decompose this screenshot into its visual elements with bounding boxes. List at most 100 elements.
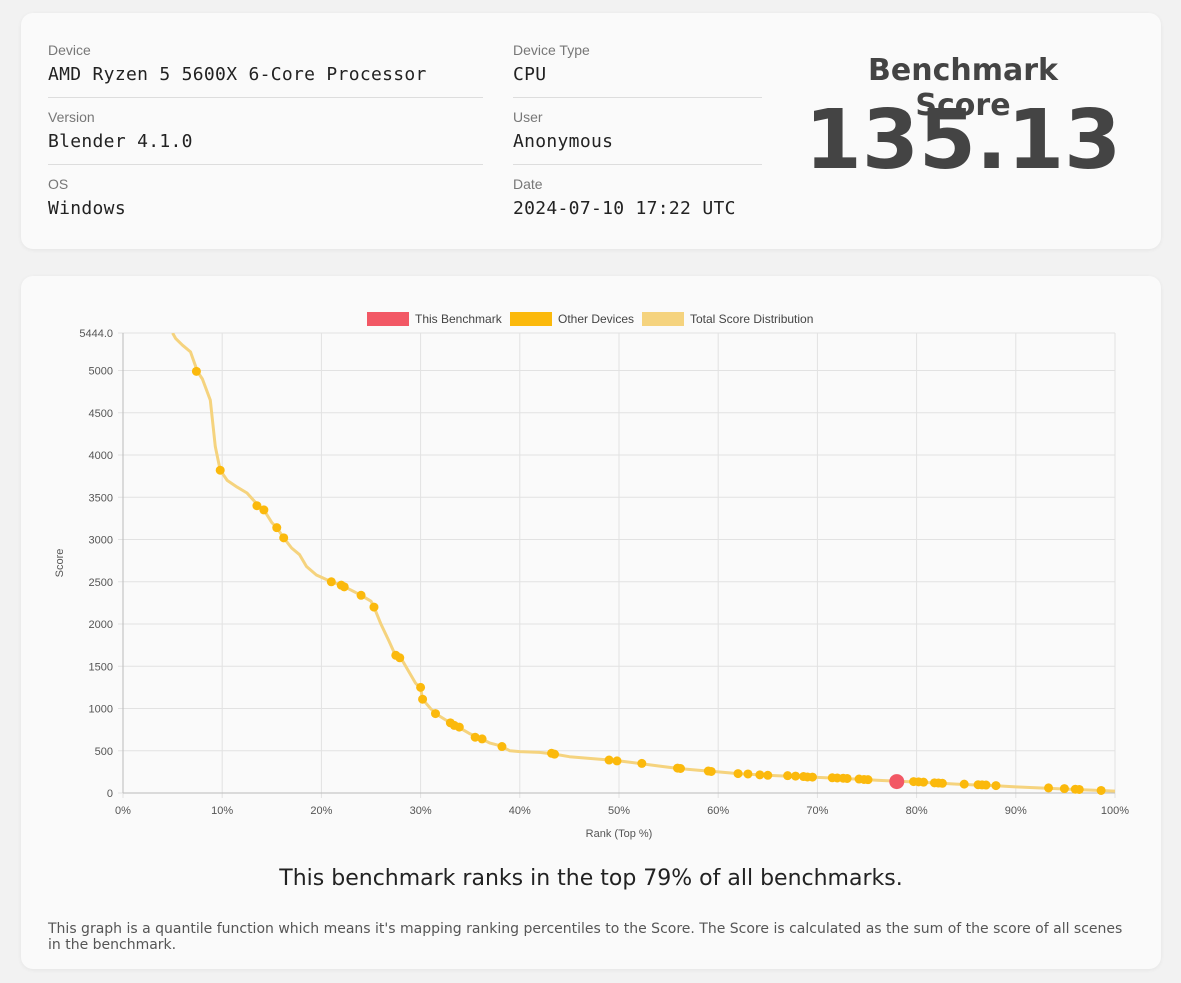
- other-device-point: [477, 734, 487, 744]
- score-distribution-chart: 0% 10% 20% 30% 40% 50% 60% 70% 80% 90% 100% 0 500 100…: [54, 312, 1129, 840]
- other-device-point: [470, 732, 480, 742]
- other-device-point: [279, 533, 289, 543]
- other-device-point: [1059, 784, 1069, 794]
- x-tick-label: 10%: [211, 805, 233, 817]
- other-device-point: [215, 465, 225, 475]
- other-device-point: [706, 766, 716, 776]
- y-tick-label: 1500: [89, 661, 113, 673]
- x-tick-label: 0%: [115, 805, 131, 817]
- chart-description: This graph is a quantile function which …: [48, 921, 1123, 953]
- other-device-point: [919, 777, 929, 787]
- divider: [48, 97, 483, 98]
- os-field: OS Windows: [48, 176, 483, 219]
- x-tick-label: 20%: [310, 805, 332, 817]
- other-device-point: [430, 709, 440, 719]
- other-device-point: [733, 769, 743, 779]
- legend-label: Total Score Distribution: [690, 312, 813, 326]
- other-device-point: [259, 505, 269, 515]
- benchmark-score-title: Benchmark Score: [868, 53, 1058, 123]
- divider: [513, 164, 762, 165]
- y-tick-label: 0: [107, 788, 113, 800]
- other-device-point: [981, 780, 991, 790]
- x-axis-label: Rank (Top %): [586, 828, 653, 840]
- x-tick-label: 90%: [1005, 805, 1027, 817]
- other-device-point: [369, 602, 379, 612]
- y-tick-label: 3000: [89, 535, 113, 547]
- other-device-point: [339, 582, 349, 592]
- y-tick-label: 4000: [89, 450, 113, 462]
- other-device-point: [807, 772, 817, 782]
- other-device-point: [1044, 783, 1054, 793]
- benchmark-info-card: Device AMD Ryzen 5 5600X 6-Core Processo…: [21, 13, 1161, 249]
- other-device-point: [356, 590, 366, 600]
- legend-swatch: [367, 312, 409, 326]
- version-label: Version: [48, 109, 95, 125]
- other-device-point: [755, 770, 765, 780]
- other-device-point: [743, 769, 753, 779]
- user-value: Anonymous: [513, 131, 614, 152]
- other-device-point: [604, 755, 614, 765]
- date-value: 2024-07-10 17:22 UTC: [513, 198, 736, 219]
- device-label: Device: [48, 42, 91, 58]
- x-tick-label: 60%: [707, 805, 729, 817]
- other-device-point: [763, 770, 773, 780]
- other-device-point: [191, 366, 201, 376]
- other-device-point: [395, 653, 405, 663]
- version-field: Version Blender 4.1.0: [48, 109, 483, 165]
- other-device-point: [272, 523, 282, 533]
- other-device-point: [497, 742, 507, 752]
- legend-swatch: [642, 312, 684, 326]
- other-device-point: [959, 779, 969, 789]
- device-type-label: Device Type: [513, 42, 590, 58]
- other-device-point: [1074, 784, 1084, 794]
- other-device-point: [637, 758, 647, 768]
- other-device-point: [252, 501, 262, 511]
- y-tick-label: 4500: [89, 408, 113, 420]
- y-tick-label: 500: [95, 746, 113, 758]
- y-axis-label: Score: [54, 549, 66, 578]
- device-field: Device AMD Ryzen 5 5600X 6-Core Processo…: [48, 42, 483, 98]
- other-device-point: [1096, 785, 1106, 795]
- version-value: Blender 4.1.0: [48, 131, 193, 152]
- divider: [513, 97, 762, 98]
- device-type-field: Device Type CPU: [513, 42, 762, 98]
- other-device-point: [418, 694, 428, 704]
- x-tick-label: 70%: [806, 805, 828, 817]
- other-device-point: [842, 773, 852, 783]
- other-device-point: [326, 577, 336, 587]
- y-tick-label: 1000: [89, 704, 113, 716]
- os-label: OS: [48, 176, 69, 192]
- benchmark-score-value: 135.13: [804, 93, 1122, 188]
- y-tick-label: 2000: [89, 619, 113, 631]
- y-tick-label: 5444.0: [79, 328, 113, 340]
- other-device-point: [937, 778, 947, 788]
- device-type-value: CPU: [513, 64, 547, 85]
- x-tick-label: 100%: [1101, 805, 1129, 817]
- x-tick-label: 50%: [608, 805, 630, 817]
- other-device-point: [791, 771, 801, 781]
- y-tick-label: 3500: [89, 492, 113, 504]
- x-tick-label: 40%: [509, 805, 531, 817]
- y-tick-label: 5000: [89, 366, 113, 378]
- other-device-point: [863, 775, 873, 785]
- legend-label: This Benchmark: [415, 312, 503, 326]
- legend-label: Other Devices: [558, 312, 634, 326]
- other-device-point: [612, 756, 622, 766]
- date-label: Date: [513, 176, 543, 192]
- legend-swatch: [510, 312, 552, 326]
- x-tick-label: 30%: [410, 805, 432, 817]
- other-device-point: [676, 763, 686, 773]
- distribution-line: [171, 333, 1115, 793]
- y-tick-label: 2500: [89, 577, 113, 589]
- divider: [48, 164, 483, 165]
- other-device-point: [550, 749, 560, 759]
- date-field: Date 2024-07-10 17:22 UTC: [513, 176, 813, 219]
- user-field: User Anonymous: [513, 109, 762, 165]
- x-tick-label: 80%: [906, 805, 928, 817]
- rank-summary: This benchmark ranks in the top 79% of a…: [279, 866, 903, 891]
- other-device-point: [991, 781, 1001, 791]
- device-value: AMD Ryzen 5 5600X 6-Core Processor: [48, 64, 427, 85]
- other-device-point: [454, 722, 464, 732]
- chart-card: 0% 10% 20% 30% 40% 50% 60% 70% 80% 90% 100% 0 500 100…: [21, 276, 1161, 969]
- other-device-point: [416, 682, 426, 692]
